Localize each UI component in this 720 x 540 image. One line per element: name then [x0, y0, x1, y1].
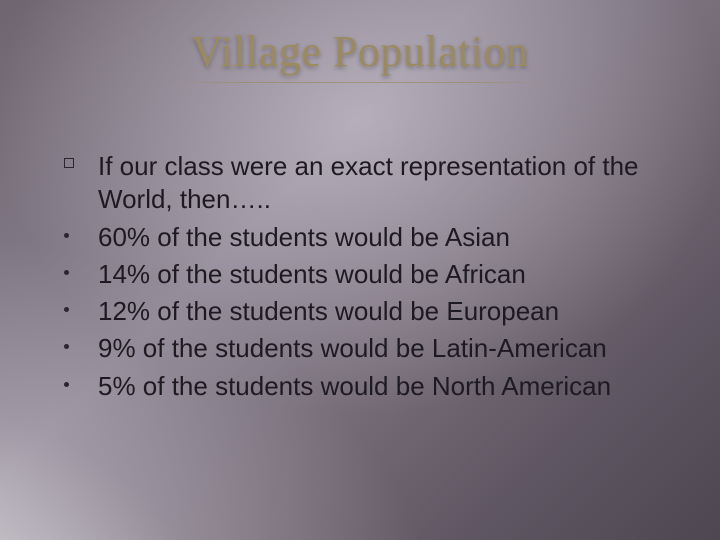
slide-body: If our class were an exact representatio… — [64, 150, 680, 407]
list-item-text: 14% of the students would be African — [98, 258, 680, 291]
list-item: 5% of the students would be North Americ… — [64, 370, 680, 403]
dot-icon — [64, 332, 98, 349]
title-underline — [170, 82, 550, 83]
list-item-text: 12% of the students would be European — [98, 295, 680, 328]
list-item-text: 60% of the students would be Asian — [98, 221, 680, 254]
list-item-text: If our class were an exact representatio… — [98, 150, 680, 217]
slide-title: Village Population — [0, 26, 720, 77]
list-item: 12% of the students would be European — [64, 295, 680, 328]
list-item-text: 5% of the students would be North Americ… — [98, 370, 680, 403]
dot-icon — [64, 370, 98, 387]
dot-icon — [64, 295, 98, 312]
list-item: 9% of the students would be Latin-Americ… — [64, 332, 680, 365]
list-item-text: 9% of the students would be Latin-Americ… — [98, 332, 680, 365]
list-item: 14% of the students would be African — [64, 258, 680, 291]
dot-icon — [64, 221, 98, 238]
dot-icon — [64, 258, 98, 275]
list-item: If our class were an exact representatio… — [64, 150, 680, 217]
slide: Village Population If our class were an … — [0, 0, 720, 540]
square-open-icon — [64, 150, 98, 168]
list-item: 60% of the students would be Asian — [64, 221, 680, 254]
